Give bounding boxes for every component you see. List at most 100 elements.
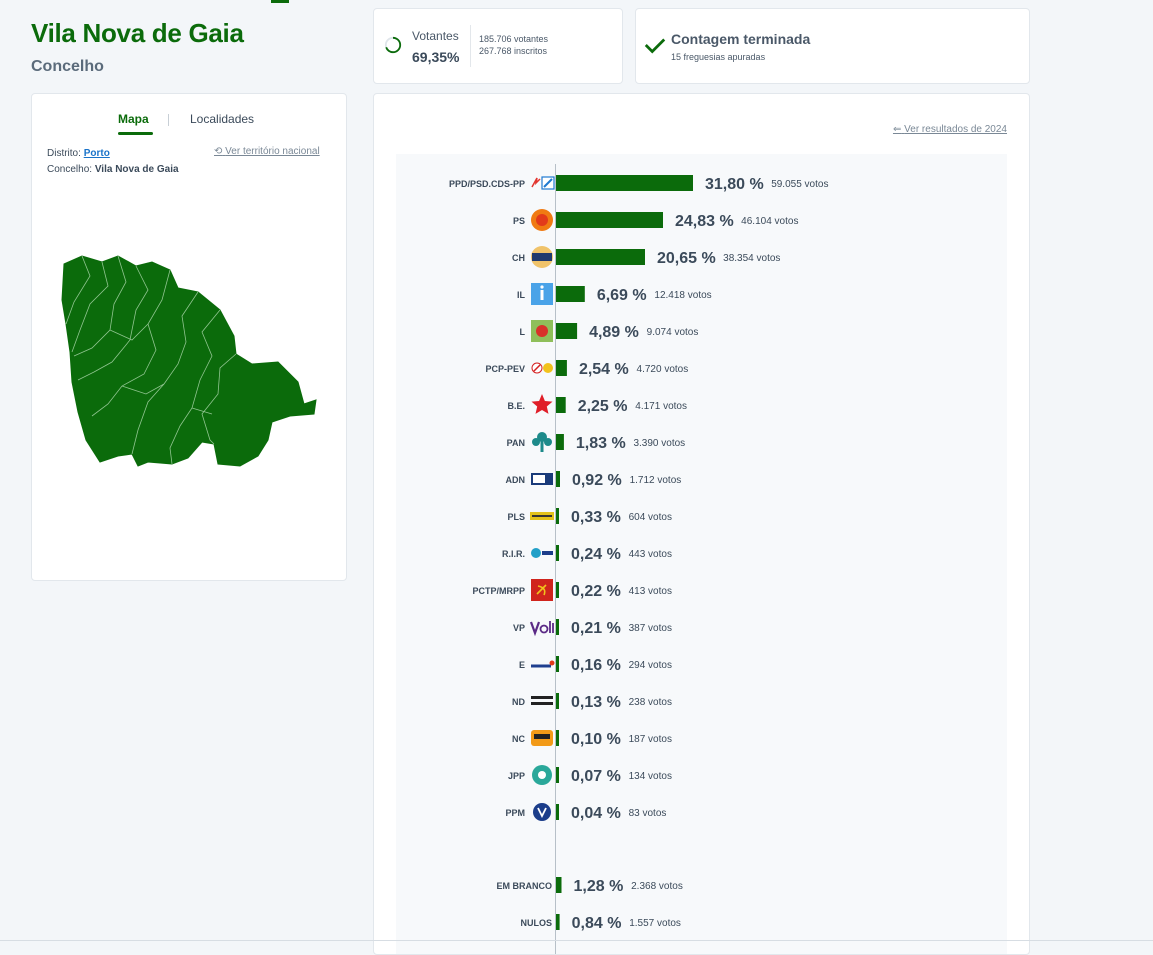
party-name-1: PS [513,216,525,226]
volt-logo-icon [529,621,554,637]
turnout-voters: 185.706 votantes [479,34,549,44]
party-bar-9[interactable] [556,508,559,524]
district-label: Distrito: [47,148,81,159]
party-percent-0: 31,80 % [705,176,764,193]
party-name-7: PAN [507,438,525,448]
top-accent-mark [271,0,289,3]
chart-axis-line [555,164,556,954]
party-votes-14: 238 votos [629,697,672,708]
count-status-title: Contagem terminada [671,31,811,47]
party-name-17: PPM [505,808,525,818]
results-chart-background [396,154,1007,954]
turnout-divider [470,25,471,67]
party-name-5: PCP-PEV [485,364,525,374]
party-name-6: B.E. [507,401,525,411]
party-bar-5[interactable] [556,360,567,376]
party-bar-10[interactable] [556,545,559,561]
location-breadcrumb: Distrito: Porto Concelho: Vila Nova de G… [47,146,179,178]
party-percent-17: 0,04 % [571,805,621,822]
party-percent-16: 0,07 % [571,768,621,785]
party-votes-7: 3.390 votos [633,438,685,449]
party-name-4: L [520,327,526,337]
party-bar-3[interactable] [556,286,585,302]
page-title: Vila Nova de Gaia [31,18,244,48]
party-bar-17[interactable] [556,804,559,820]
party-percent-7: 1,83 % [576,435,626,452]
other-bar-0[interactable] [556,877,562,893]
turnout-registered: 267.768 inscritos [479,46,548,56]
party-bar-12[interactable] [556,619,559,635]
be-logo-icon [531,394,553,414]
party-votes-0: 59.055 votos [771,179,828,190]
national-territory-link[interactable]: ⟲ Ver território nacional [214,146,320,157]
county-map[interactable] [52,244,322,474]
party-percent-14: 0,13 % [571,694,621,711]
party-percent-5: 2,54 % [579,361,629,378]
party-percent-13: 0,16 % [571,657,621,674]
other-bar-1[interactable] [556,914,560,930]
ergue-te-logo-icon [531,660,555,668]
previous-results-link[interactable]: ⇐ Ver resultados de 2024 [893,124,1007,135]
party-votes-6: 4.171 votos [635,401,687,412]
party-name-8: ADN [506,475,526,485]
party-percent-10: 0,24 % [571,546,621,563]
party-percent-6: 2,25 % [578,398,628,415]
other-percent-1: 0,84 % [572,915,622,932]
turnout-ring-icon [384,36,402,54]
ppm-logo-icon [533,803,551,821]
party-bar-8[interactable] [556,471,560,487]
tab-map[interactable]: Mapa [118,112,153,135]
party-bar-2[interactable] [556,249,645,265]
party-votes-13: 294 votos [629,660,672,671]
party-bar-16[interactable] [556,767,559,783]
party-bar-7[interactable] [556,434,564,450]
party-bar-13[interactable] [556,656,559,672]
parish-borders [65,255,237,465]
county-value: Vila Nova de Gaia [94,164,179,175]
tab-localities[interactable]: Localidades [190,112,255,126]
district-line: Distrito: Porto [47,146,179,162]
previous-results-label: Ver resultados de 2024 [904,124,1007,135]
county-map-shape[interactable] [61,255,317,467]
count-status-card: Contagem terminada 15 freguesias apurada… [635,8,1030,84]
party-name-11: PCTP/MRPP [472,586,525,596]
party-percent-1: 24,83 % [675,213,734,230]
party-bar-14[interactable] [556,693,559,709]
other-percent-0: 1,28 % [574,878,624,895]
party-name-10: R.I.R. [502,549,525,559]
party-name-2: CH [512,253,525,263]
party-votes-1: 46.104 votos [741,216,798,227]
party-bar-4[interactable] [556,323,578,339]
party-bar-11[interactable] [556,582,559,598]
count-status-subtitle: 15 freguesias apuradas [671,52,766,62]
turnout-label: Votantes [412,29,459,43]
party-name-3: IL [517,290,526,300]
turnout-counts: 185.706 votantes 267.768 inscritos [479,33,548,57]
rir-logo-icon [531,548,553,558]
county-label: Concelho: [47,164,93,175]
nd-logo-icon [531,696,553,705]
party-name-16: JPP [508,771,525,781]
pls-logo-icon [530,512,554,520]
turnout-percent: 69,35% [412,49,460,65]
nc-logo-icon [531,730,553,746]
party-bar-0[interactable] [556,175,693,191]
party-bar-15[interactable] [556,730,559,746]
party-votes-17: 83 votos [629,808,667,819]
party-name-0: PPD/PSD.CDS-PP [449,179,525,189]
party-votes-9: 604 votos [629,512,672,523]
mrpp-logo-icon [531,579,553,601]
party-votes-16: 134 votos [629,771,672,782]
party-percent-2: 20,65 % [657,250,716,267]
pan-logo-icon [532,432,552,452]
party-votes-12: 387 votos [629,623,672,634]
party-percent-3: 6,69 % [597,287,647,304]
county-line: Concelho: Vila Nova de Gaia [47,162,179,178]
party-bar-1[interactable] [556,212,663,228]
district-link[interactable]: Porto [83,148,110,159]
check-icon [644,38,666,54]
party-bar-6[interactable] [556,397,566,413]
adn-logo-icon [531,473,553,485]
other-label-0: EM BRANCO [497,881,553,891]
results-panel: ⇐ Ver resultados de 2024 PPD/PSD.CDS-PP 3… [373,93,1030,955]
